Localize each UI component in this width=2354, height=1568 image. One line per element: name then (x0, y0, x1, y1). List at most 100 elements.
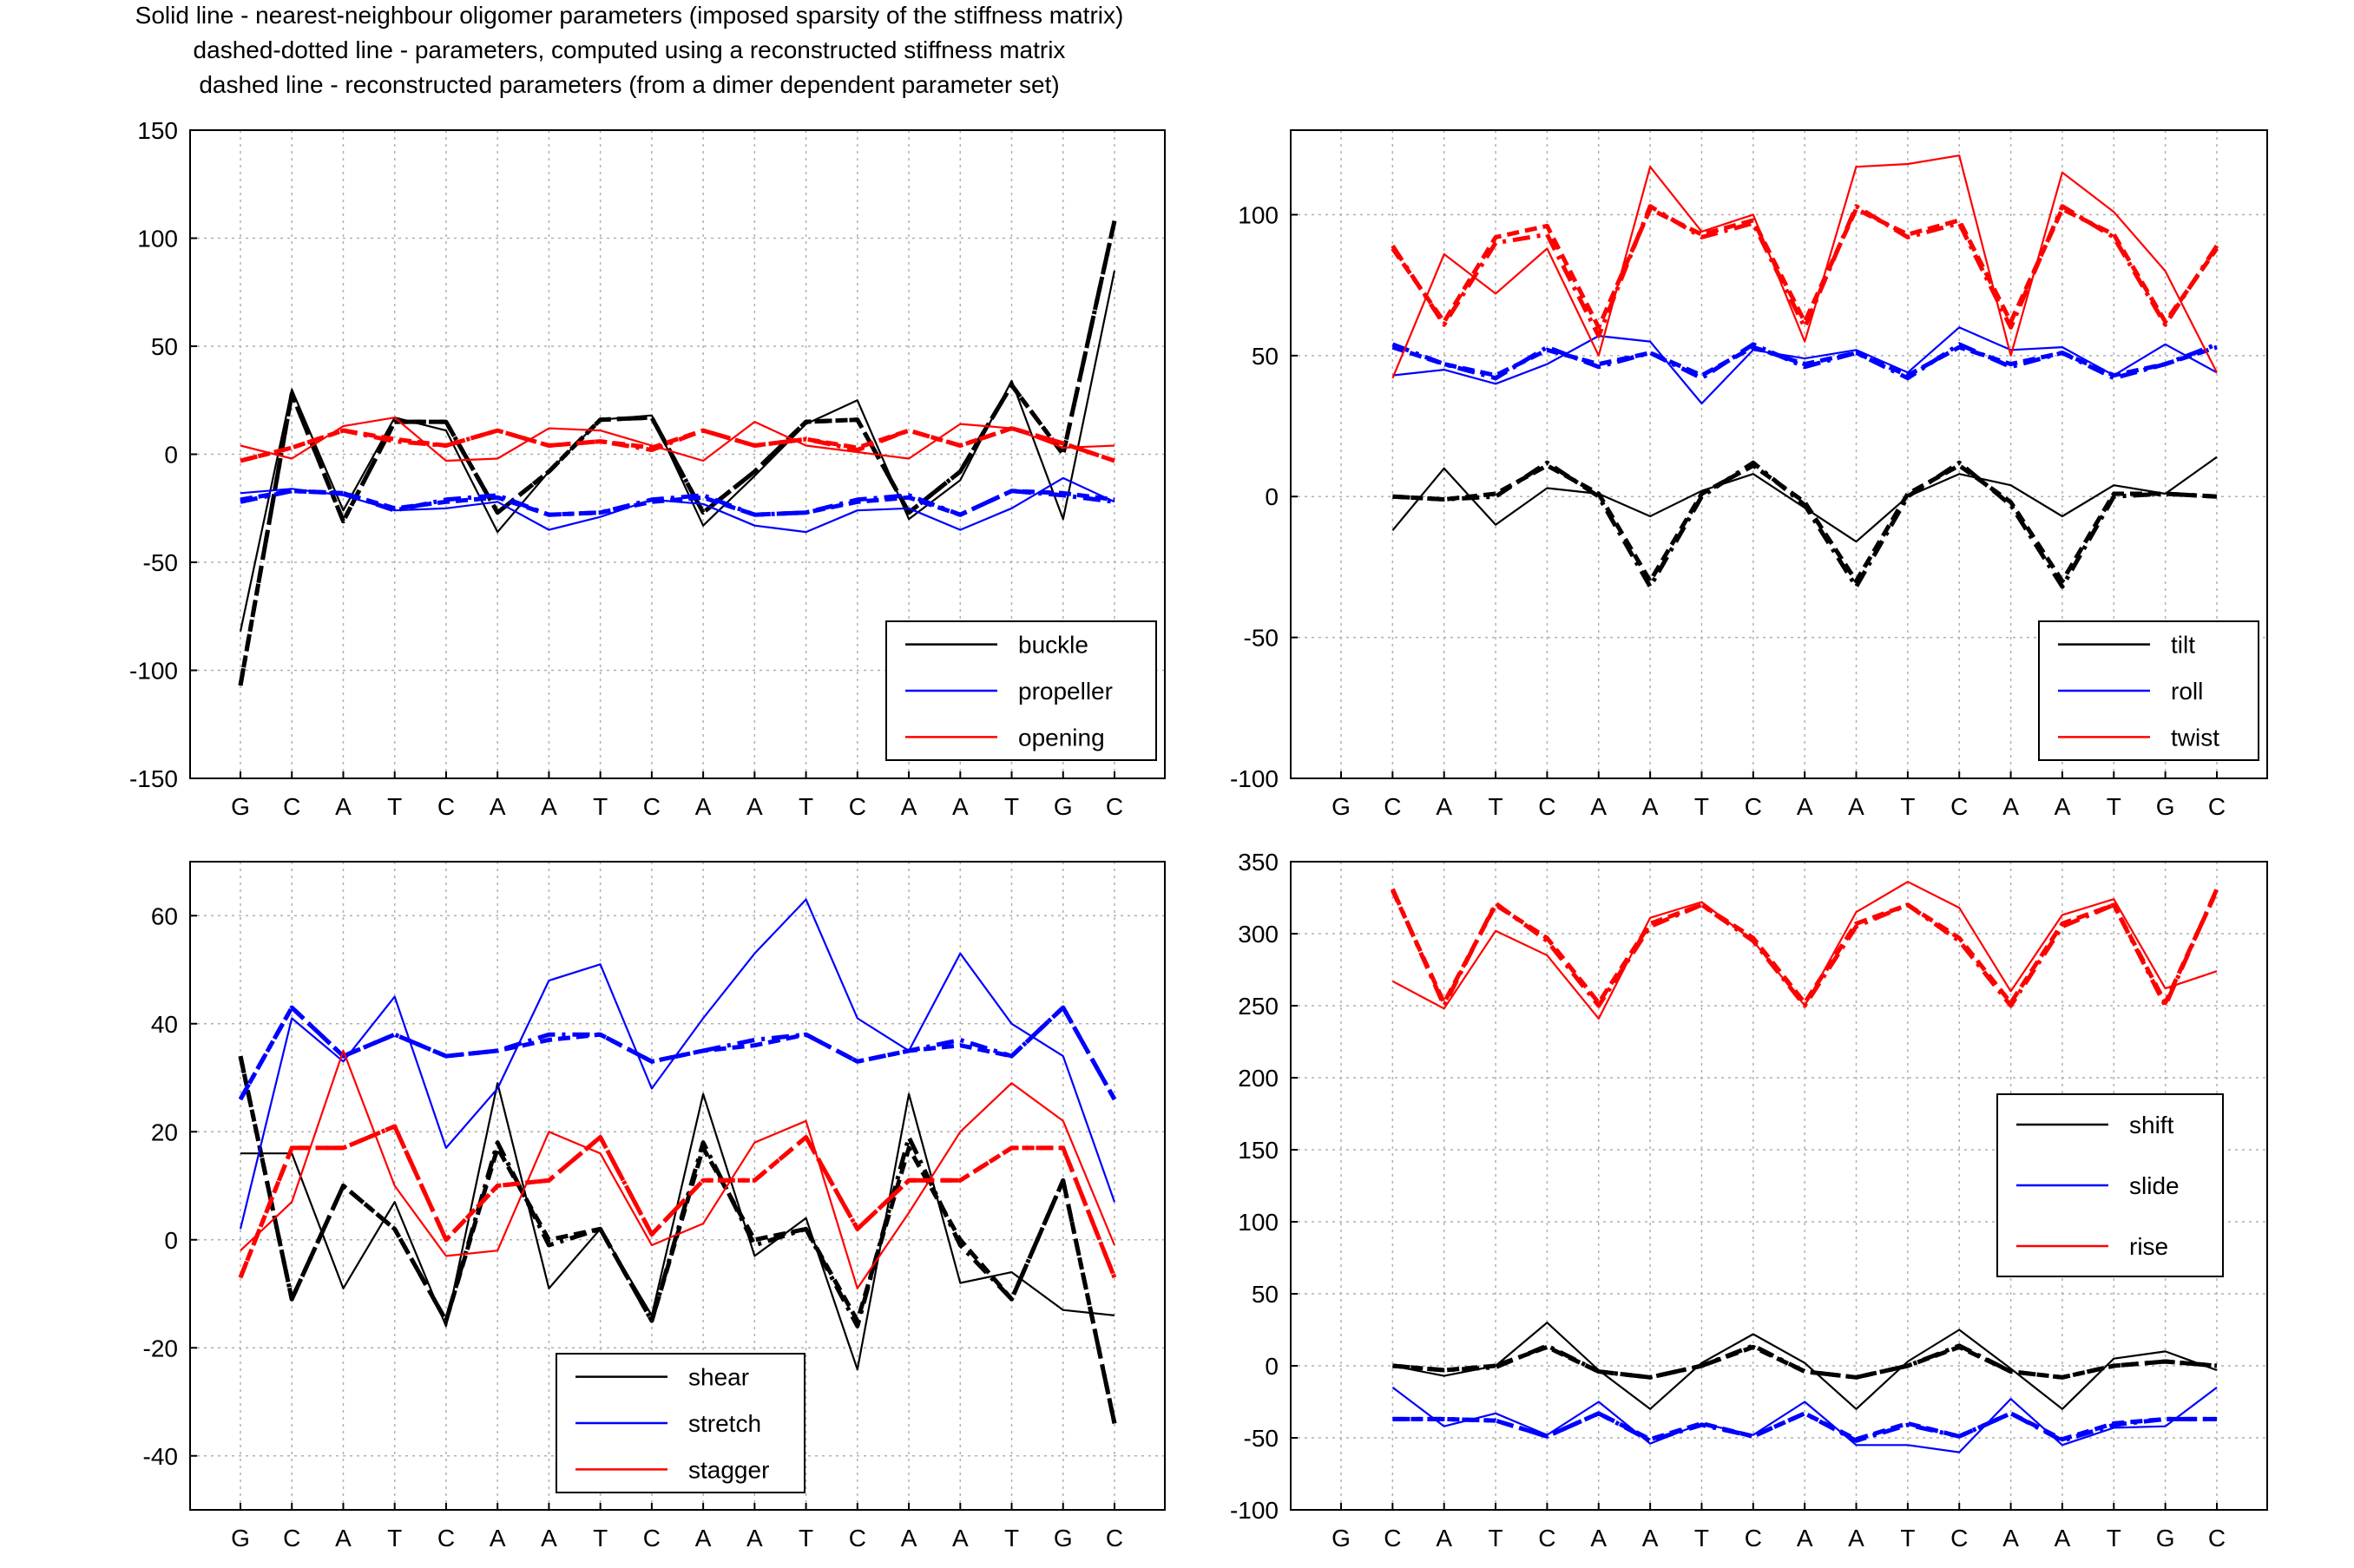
x-tick-label: C (643, 1525, 661, 1552)
y-tick-label: 50 (151, 333, 178, 360)
x-tick-label: A (2002, 793, 2019, 820)
series-line-tilt-dashed (1392, 463, 2218, 584)
y-tick-label: -50 (143, 549, 178, 576)
x-tick-label: G (1054, 1525, 1073, 1552)
x-tick-label: T (1004, 1525, 1019, 1552)
chart-panel-4: G C A T C A A T C A A T C A A T G C -100 -50 0 50 100 150 200 250… (1230, 849, 2268, 1552)
x-tick-label: A (541, 793, 557, 820)
x-tick-label: C (849, 1525, 866, 1552)
series-line-rise-solid (1391, 881, 2218, 1020)
x-tick-label: T (2107, 793, 2121, 820)
y-tick-label: 50 (1252, 1281, 1279, 1308)
series-line-propeller-dashed (240, 489, 1115, 517)
x-tick-label: A (901, 1525, 917, 1552)
legend-label-tilt: tilt (2171, 632, 2195, 659)
x-tick-label: C (1950, 793, 1968, 820)
y-tick-label: 200 (1238, 1065, 1279, 1092)
y-tick-label: 300 (1238, 921, 1279, 948)
header-line-3: dashed line - reconstructed parameters (… (199, 71, 1060, 98)
y-tick-label: 60 (151, 902, 178, 929)
x-tick-label: G (1054, 793, 1073, 820)
series-line-slide-dashed (1392, 1411, 2217, 1442)
x-tick-label: T (1694, 793, 1709, 820)
legend-label-twist: twist (2171, 724, 2219, 751)
series-line-twist-solid (1391, 154, 2218, 379)
series-line-shift-dashed (1392, 1344, 2218, 1380)
x-tick-label: C (1538, 1525, 1555, 1552)
x-tick-label: T (387, 1525, 402, 1552)
legend-label-stagger: stagger (688, 1456, 769, 1483)
y-tick-label: 150 (1238, 1137, 1279, 1164)
chart-panel-3: G C A T C A A T C A A T C A A T G C -40 -20 0 20 40 60 shear stre… (143, 861, 1166, 1552)
y-tick-label: -100 (129, 658, 178, 685)
x-tick-label: A (1848, 793, 1864, 820)
x-tick-label: T (1489, 1525, 1503, 1552)
x-tick-label: C (1384, 1525, 1401, 1552)
y-tick-label: -50 (1244, 1425, 1279, 1452)
x-tick-label: T (1900, 1525, 1915, 1552)
y-tick-label: -20 (143, 1335, 178, 1361)
series-line-stagger-dashed (238, 1124, 1117, 1279)
series-line-opening-solid (240, 417, 1115, 463)
x-tick-label: A (1797, 1525, 1813, 1552)
x-tick-label: T (799, 1525, 813, 1552)
x-tick-label: A (2055, 1525, 2071, 1552)
y-tick-label: 50 (1252, 343, 1279, 370)
x-tick-label: A (901, 793, 917, 820)
x-tick-label: G (231, 1525, 250, 1552)
x-tick-label: C (1950, 1525, 1968, 1552)
y-tick-label: 40 (151, 1011, 178, 1038)
series-line-twist-dashdot (1391, 204, 2219, 338)
x-tick-label: C (2208, 1525, 2226, 1552)
x-tick-label: A (1797, 793, 1813, 820)
y-tick-label: 0 (164, 442, 178, 469)
x-tick-label: G (2156, 793, 2175, 820)
legend-label-shift: shift (2129, 1112, 2174, 1138)
x-tick-label: T (1694, 1525, 1709, 1552)
legend-label-buckle: buckle (1018, 632, 1088, 659)
x-tick-label: A (746, 1525, 763, 1552)
x-tick-label: A (490, 1525, 506, 1552)
series-line-twist-dashed (1391, 207, 2219, 330)
series-line-rise-dashed (1391, 889, 2219, 1006)
y-tick-label: 100 (1238, 201, 1279, 228)
x-tick-label: C (1745, 1525, 1762, 1552)
plot-frame (1290, 129, 2268, 779)
legend-label-stretch: stretch (688, 1410, 761, 1437)
series-group (1391, 154, 2219, 589)
header-line-2: dashed-dotted line - parameters, compute… (193, 36, 1066, 63)
x-tick-label: A (1848, 1525, 1864, 1552)
x-tick-label: A (1436, 793, 1452, 820)
x-tick-label: T (1489, 793, 1503, 820)
x-tick-label: C (643, 793, 661, 820)
legend-label-rise: rise (2129, 1233, 2168, 1260)
x-tick-label: T (593, 1525, 608, 1552)
x-tick-label: A (695, 1525, 712, 1552)
x-tick-label: G (1332, 793, 1351, 820)
x-tick-label: T (799, 793, 813, 820)
header-line-1: Solid line - nearest-neighbour oligomer … (135, 2, 1124, 29)
x-tick-label: A (490, 793, 506, 820)
x-tick-label: A (1590, 1525, 1607, 1552)
x-tick-label: A (335, 793, 352, 820)
x-tick-label: A (952, 793, 969, 820)
y-tick-label: 100 (137, 226, 178, 253)
x-tick-label: T (1900, 793, 1915, 820)
series-group (238, 898, 1117, 1424)
series-group (238, 220, 1117, 686)
x-tick-label: C (283, 1525, 300, 1552)
x-tick-label: C (1384, 793, 1401, 820)
x-tick-label: A (695, 793, 712, 820)
y-tick-label: 0 (1265, 483, 1279, 510)
x-tick-label: C (1106, 1525, 1123, 1552)
legend-label-roll: roll (2171, 678, 2203, 705)
y-tick-label: 0 (1265, 1353, 1279, 1380)
y-tick-label: 100 (1238, 1209, 1279, 1236)
x-tick-label: T (387, 793, 402, 820)
series-line-buckle-solid (239, 270, 1116, 632)
legend: shear stretch stagger (556, 1353, 805, 1493)
series-line-roll-dashed (1391, 344, 2218, 378)
x-tick-label: C (283, 793, 300, 820)
series-line-stretch-solid (239, 898, 1116, 1230)
